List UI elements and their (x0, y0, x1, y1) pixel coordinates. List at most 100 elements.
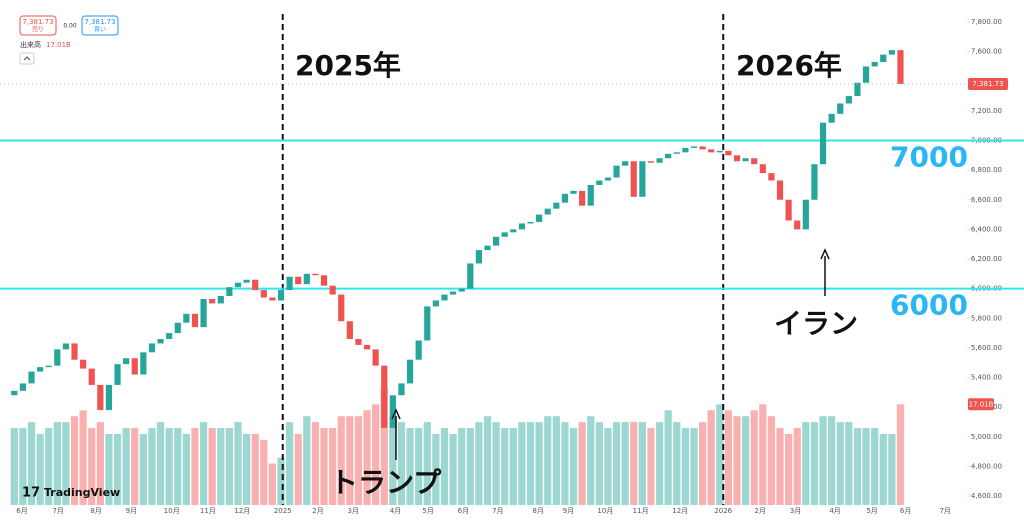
candle (432, 300, 439, 307)
volume-bar (871, 428, 879, 505)
candle (54, 349, 61, 366)
candle (234, 282, 242, 288)
volume-bar (750, 410, 758, 505)
candle (475, 250, 482, 264)
candle (647, 161, 655, 163)
candle (725, 150, 732, 156)
volume-bar (45, 428, 53, 505)
candle (355, 338, 362, 345)
candle (751, 158, 758, 165)
volume-bar (242, 433, 251, 505)
candle (406, 359, 414, 384)
candle (561, 193, 569, 203)
candle (854, 82, 861, 97)
volume-bar (156, 422, 165, 505)
volume-bar (19, 428, 27, 505)
volume-bar (853, 428, 862, 505)
candle (277, 290, 285, 301)
candle (682, 147, 689, 153)
x-tick-label: 6月 (16, 507, 27, 515)
x-tick-label: 2025 (274, 507, 292, 515)
candle (785, 199, 792, 221)
candle (303, 273, 310, 285)
candle (639, 161, 646, 197)
volume-bar (62, 422, 70, 505)
candle (200, 298, 207, 328)
volume-bar (716, 404, 724, 505)
candle (97, 384, 104, 411)
candle (329, 285, 336, 295)
volume-bar (647, 428, 655, 505)
arrow (820, 248, 830, 296)
candle (690, 146, 698, 148)
candle (191, 313, 199, 328)
volume-bar (526, 422, 535, 505)
x-tick-label: 5月 (866, 507, 877, 515)
candle (389, 395, 396, 428)
candle (312, 273, 319, 276)
volume-bar (785, 433, 793, 505)
candle (28, 371, 35, 384)
x-tick-label: 3月 (790, 507, 801, 515)
volume-bar (587, 416, 595, 505)
candle (449, 291, 457, 295)
volume-bar (208, 428, 216, 505)
candle (527, 221, 534, 224)
volume-bar (630, 422, 638, 505)
candle (536, 214, 543, 222)
candle (286, 276, 293, 291)
volume-bar (475, 422, 483, 505)
candle (501, 232, 508, 237)
candle (819, 122, 827, 165)
candle (62, 343, 70, 350)
x-tick-label: 9月 (126, 507, 137, 515)
y-tick-label: 5,000.00 (971, 433, 1002, 441)
volume-bar (268, 463, 277, 505)
volume-bar (217, 428, 225, 505)
volume-bar (311, 422, 320, 505)
volume-bar (397, 422, 406, 505)
volume-bar (569, 428, 578, 505)
volume-bar (595, 422, 603, 505)
volume-bar (828, 416, 836, 505)
volume-bar (139, 433, 147, 505)
x-tick-label: 2026 (714, 507, 732, 515)
volume-bar (423, 422, 431, 505)
candle (802, 199, 809, 230)
volume-bar (449, 433, 457, 505)
volume-bar (320, 428, 328, 505)
volume-bar (199, 422, 208, 505)
candle (811, 164, 818, 200)
volume-bar (707, 410, 715, 505)
annotation: トランプ (330, 466, 442, 499)
sell-button[interactable] (19, 15, 57, 36)
candle (493, 236, 500, 246)
x-tick-label: 4月 (829, 507, 840, 515)
candle (828, 113, 835, 123)
candle (209, 298, 216, 304)
candle (630, 161, 637, 197)
toolbar: 7,381.73 売り 0.00 7,381.73 買い 出来高 17.01B (19, 15, 119, 65)
sell-price: 7,381.73 (22, 18, 53, 26)
buy-button[interactable] (81, 15, 119, 36)
arrow (391, 408, 401, 460)
volume-bar (724, 410, 733, 505)
x-tick-label: 12月 (234, 507, 250, 515)
volume-bar (518, 422, 526, 505)
candle (888, 50, 895, 55)
volume-bar (578, 422, 586, 505)
x-tick-label: 12月 (672, 507, 688, 515)
candle (673, 152, 680, 154)
volume-bar (802, 422, 810, 505)
collapse-button[interactable] (19, 52, 35, 65)
x-tick-label: 6月 (458, 507, 469, 515)
candle (269, 297, 276, 301)
candle (252, 279, 259, 291)
volume-bar (440, 428, 449, 505)
volume-bar (251, 433, 259, 505)
candle (776, 180, 784, 200)
logo-text: TradingView (44, 486, 120, 499)
candle (871, 61, 878, 67)
candle (183, 313, 190, 323)
volume-bar (810, 422, 819, 505)
